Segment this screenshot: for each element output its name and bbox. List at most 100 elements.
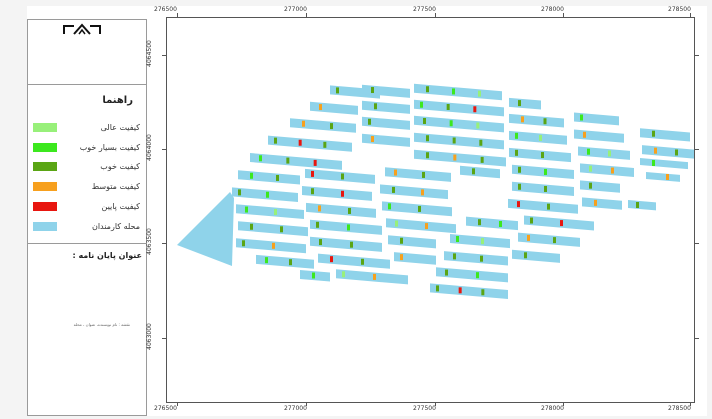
parcel-block	[238, 170, 300, 185]
building-marker	[312, 272, 315, 279]
parcel-block	[640, 158, 688, 170]
building-marker	[388, 203, 391, 210]
building-marker	[250, 172, 253, 179]
building-marker	[453, 253, 456, 260]
building-marker	[272, 242, 275, 249]
parcel-block	[580, 163, 634, 177]
legend-item-neighborhood: محله کارمندان	[30, 220, 145, 234]
grid-tick	[435, 402, 436, 406]
grid-tick	[177, 13, 178, 18]
parcel-block	[512, 249, 560, 263]
top-coord-label: 278500	[668, 6, 691, 13]
legend-swatch	[33, 162, 57, 171]
parcel-block	[574, 112, 619, 126]
legend-swatch	[33, 123, 57, 132]
building-marker	[480, 156, 484, 163]
grid-tick	[162, 149, 166, 150]
building-marker	[423, 117, 426, 124]
parcel-block	[414, 115, 504, 133]
building-marker	[311, 170, 314, 177]
parcel-block	[580, 180, 620, 193]
building-marker	[473, 106, 477, 113]
building-marker	[368, 118, 371, 125]
building-marker	[636, 202, 639, 208]
grid-tick	[695, 338, 699, 339]
building-marker	[265, 257, 268, 264]
building-marker	[544, 168, 547, 175]
building-marker	[245, 206, 248, 213]
building-marker	[476, 122, 480, 129]
grid-tick	[563, 13, 564, 18]
building-marker	[560, 220, 563, 227]
parcel-block	[310, 219, 382, 235]
parcel-block	[305, 168, 375, 184]
parcel-block	[380, 184, 448, 200]
building-marker	[436, 285, 439, 292]
building-marker	[341, 190, 344, 197]
parcel-block	[362, 133, 410, 147]
building-marker	[539, 134, 542, 141]
parcel-block	[430, 283, 508, 300]
parcel-block	[518, 232, 580, 247]
parcel-block	[628, 200, 656, 211]
grid-tick	[695, 149, 699, 150]
building-marker	[350, 241, 353, 248]
park-area	[177, 192, 234, 266]
building-marker	[583, 131, 586, 138]
legend-item-medium: کیفیت متوسط	[30, 180, 145, 194]
building-marker	[266, 191, 269, 198]
parcel-block	[444, 251, 508, 266]
building-marker	[347, 224, 350, 231]
bottom-coord-label: 278000	[541, 405, 564, 412]
grid-tick	[435, 13, 436, 18]
building-marker	[654, 147, 657, 154]
legend-swatch	[33, 182, 57, 191]
building-marker	[298, 139, 302, 146]
building-marker	[452, 137, 456, 144]
parcel-block	[509, 97, 541, 110]
parcel-block	[386, 218, 456, 234]
building-marker	[611, 167, 614, 174]
parcel-block	[414, 99, 504, 117]
bottom-coord-label: 276500	[154, 405, 177, 412]
building-marker	[481, 238, 484, 245]
parcel-block	[509, 147, 571, 163]
top-coord-label: 277000	[284, 6, 307, 13]
building-marker	[553, 237, 556, 244]
building-marker	[348, 207, 351, 214]
building-marker	[395, 220, 398, 227]
building-marker	[313, 159, 317, 166]
building-marker	[541, 152, 544, 159]
building-marker	[342, 271, 345, 278]
bottom-coord-label: 278500	[668, 405, 691, 412]
building-marker	[323, 141, 327, 148]
parcel-block	[236, 238, 306, 254]
parcel-block	[578, 146, 630, 160]
building-marker	[478, 90, 481, 97]
bottom-coord-label: 277500	[413, 405, 436, 412]
top-coord-label: 278000	[541, 6, 564, 13]
building-marker	[371, 87, 374, 94]
legend-label: کیفیت متوسط	[91, 182, 140, 191]
parcel-block	[362, 116, 410, 130]
parcel-block	[394, 252, 436, 265]
legend-swatch	[33, 202, 57, 211]
building-marker	[594, 199, 597, 206]
legend-label: محله کارمندان	[91, 222, 140, 231]
building-marker	[276, 174, 279, 181]
building-marker	[666, 174, 669, 180]
parcel-block	[306, 202, 376, 218]
building-marker	[318, 205, 321, 212]
building-marker	[250, 223, 253, 230]
building-marker	[515, 132, 518, 139]
building-marker	[476, 272, 479, 279]
building-marker	[280, 226, 283, 233]
building-marker	[580, 114, 583, 121]
building-marker	[518, 166, 521, 173]
building-marker	[452, 88, 455, 95]
grid-tick	[162, 338, 166, 339]
building-marker	[361, 258, 364, 265]
legend-label: کیفیت بسیار خوب	[79, 143, 140, 152]
parcel-block	[512, 164, 574, 180]
